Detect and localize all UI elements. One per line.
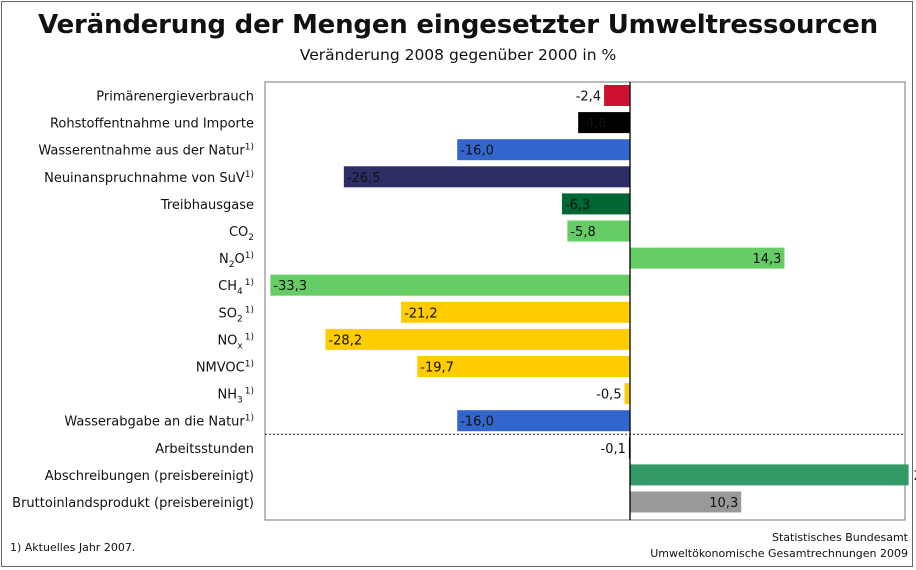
value-label-0: -2,4 (576, 90, 601, 105)
footnote: 1) Aktuelles Jahr 2007. (10, 541, 136, 554)
bar-3 (343, 166, 630, 188)
bar-14 (630, 464, 909, 486)
bar-0 (604, 85, 630, 106)
value-label-7: -33,3 (273, 279, 307, 294)
bar-12 (457, 410, 630, 432)
category-label-0: Primärenergieverbrauch (96, 90, 254, 105)
value-label-6: 14,3 (752, 252, 781, 267)
category-label-12: Wasserabgabe an die Natur1) (64, 414, 254, 430)
category-label-7: CH41) (218, 278, 254, 297)
category-label-9: NOx1) (217, 332, 254, 351)
bar-2 (457, 139, 630, 161)
value-label-1: -4,8 (581, 117, 606, 132)
category-label-4: Treibhausgase (160, 198, 254, 213)
source-note: Statistisches Bundesamt Umweltökonomisch… (650, 530, 908, 562)
category-label-10: NMVOC1) (196, 360, 254, 376)
value-label-3: -26,5 (347, 171, 381, 186)
category-label-3: Neuinanspruchnahme von SuV1) (44, 170, 254, 186)
category-label-15: Bruttoinlandsprodukt (preisbereinigt) (12, 496, 254, 511)
bar-11 (624, 383, 630, 405)
bar-8 (401, 301, 630, 323)
value-label-13: -0,1 (601, 442, 626, 457)
bar-7 (270, 274, 630, 296)
bar-6 (630, 247, 785, 269)
value-label-12: -16,0 (460, 415, 494, 430)
source-line-2: Umweltökonomische Gesamtrechnungen 2009 (650, 547, 908, 560)
bar-5 (567, 220, 630, 242)
value-label-5: -5,8 (570, 225, 595, 240)
bar-1 (578, 112, 630, 134)
value-label-15: 10,3 (709, 496, 738, 511)
value-label-4: -6,3 (565, 198, 590, 213)
value-label-9: -28,2 (328, 333, 362, 348)
value-label-14: 25,8 (914, 469, 916, 484)
category-label-1: Rohstoffentnahme und Importe (50, 117, 254, 132)
plot-area (264, 81, 906, 521)
category-label-8: SO21) (219, 305, 254, 324)
category-label-11: NH31) (218, 387, 254, 406)
value-label-10: -19,7 (420, 361, 454, 376)
source-line-1: Statistisches Bundesamt (772, 531, 908, 544)
bar-15 (630, 491, 742, 513)
category-label-5: CO2 (229, 225, 254, 243)
value-label-8: -21,2 (404, 306, 438, 321)
chart-title: Veränderung der Mengen eingesetzter Umwe… (38, 10, 878, 40)
category-label-13: Arbeitsstunden (155, 442, 254, 457)
bar-4 (561, 193, 630, 215)
category-label-6: N2O1) (219, 251, 254, 270)
bar-10 (417, 356, 630, 377)
category-label-2: Wasserentnahme aus der Natur1) (38, 143, 254, 159)
value-label-11: -0,5 (596, 388, 621, 403)
category-label-14: Abschreibungen (preisbereinigt) (45, 469, 254, 484)
chart-subtitle: Veränderung 2008 gegenüber 2000 in % (299, 46, 617, 64)
value-label-2: -16,0 (460, 144, 494, 159)
bar-9 (325, 328, 630, 350)
